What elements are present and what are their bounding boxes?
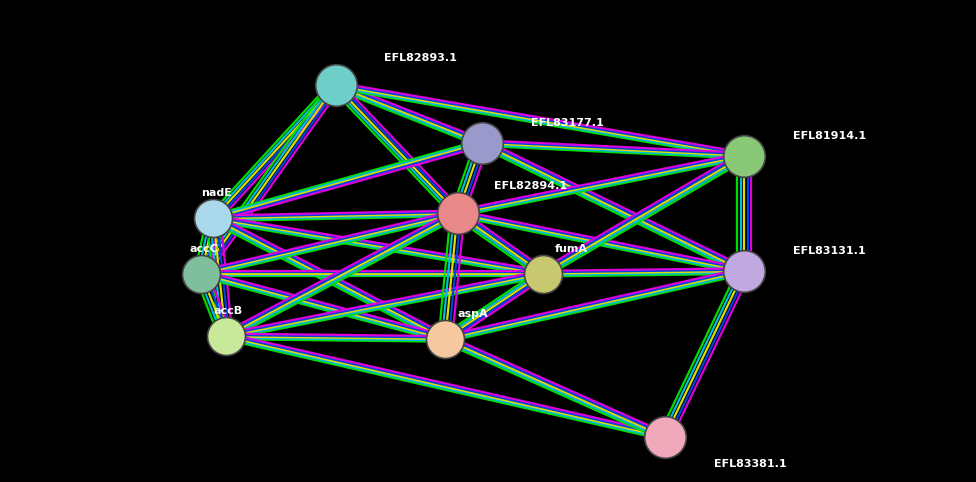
Point [437,335,453,343]
Point [450,210,466,217]
Point [218,333,233,340]
Point [193,270,209,278]
Text: EFL82894.1: EFL82894.1 [494,181,567,191]
Text: EFL81914.1: EFL81914.1 [793,131,866,141]
Point [737,267,752,275]
Text: nadE: nadE [201,188,232,198]
Text: EFL82893.1: EFL82893.1 [385,53,457,63]
Text: EFL83131.1: EFL83131.1 [793,246,866,256]
Text: fumA: fumA [555,243,589,254]
Text: EFL83381.1: EFL83381.1 [713,459,787,469]
Text: EFL83177.1: EFL83177.1 [531,118,603,128]
Point [474,139,490,147]
Point [535,270,550,278]
Text: accC: accC [189,243,218,254]
Point [657,433,672,441]
Text: accB: accB [214,306,243,316]
Point [206,214,222,222]
Text: aspA: aspA [458,309,488,319]
Point [737,152,752,160]
Point [328,81,344,89]
